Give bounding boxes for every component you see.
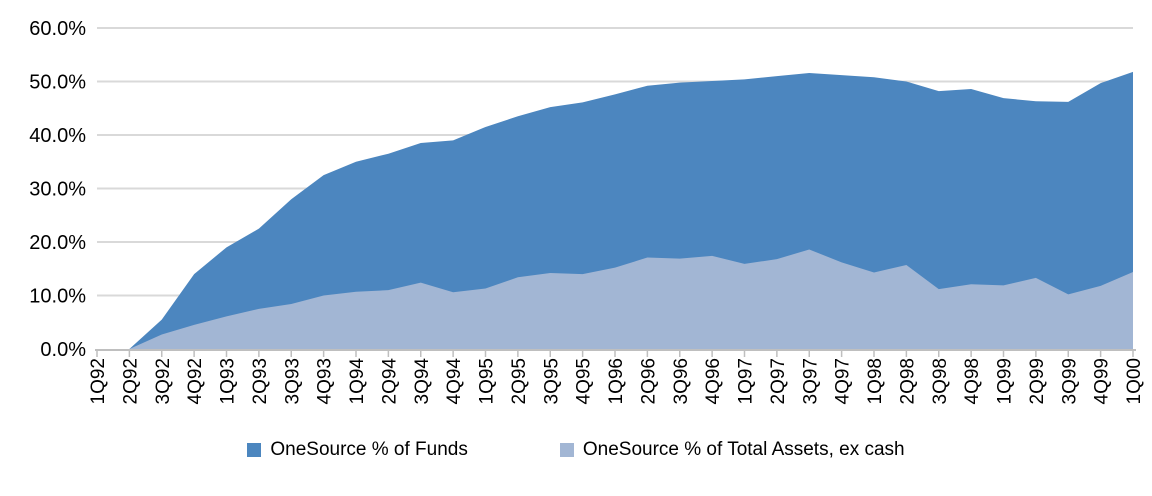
x-tick-label: 2Q95 — [509, 358, 530, 404]
x-tick-label: 1Q99 — [995, 358, 1016, 404]
y-tick-label: 20.0% — [29, 232, 86, 254]
y-tick-label: 40.0% — [29, 125, 86, 147]
legend-swatch-funds — [247, 443, 262, 457]
x-tick-label: 2Q96 — [638, 358, 659, 404]
x-tick-label: 3Q94 — [412, 358, 433, 405]
x-tick-label: 3Q92 — [153, 358, 174, 404]
x-tick-label: 4Q95 — [574, 358, 595, 404]
y-tick-label: 10.0% — [29, 286, 86, 308]
legend-swatch-total-assets — [559, 443, 574, 457]
x-tick-label: 3Q96 — [671, 358, 692, 404]
x-tick-label: 3Q97 — [800, 358, 821, 404]
x-tick-label: 1Q94 — [347, 358, 368, 405]
x-tick-label: 1Q95 — [477, 358, 498, 404]
x-tick-label: 1Q92 — [88, 358, 109, 404]
x-tick-label: 4Q94 — [444, 358, 465, 405]
x-tick-label: 3Q93 — [282, 358, 303, 404]
x-tick-label: 2Q92 — [120, 358, 141, 404]
x-tick-label: 4Q93 — [315, 358, 336, 404]
legend-item-total-assets: OneSource % of Total Assets, ex cash — [559, 439, 905, 461]
x-tick-label: 2Q98 — [897, 358, 918, 404]
x-tick-label: 1Q97 — [736, 358, 757, 404]
x-tick-label: 2Q94 — [379, 358, 400, 405]
x-tick-label: 4Q92 — [185, 358, 206, 404]
x-tick-label: 2Q97 — [768, 358, 789, 404]
x-tick-label: 1Q98 — [865, 358, 886, 404]
area-series-1 — [97, 249, 1133, 349]
legend-label-funds: OneSource % of Funds — [270, 439, 468, 460]
x-tick-label: 1Q96 — [606, 358, 627, 404]
x-tick-label: 1Q93 — [218, 358, 239, 404]
chart-legend: OneSource % of Funds OneSource % of Tota… — [0, 439, 1152, 461]
y-tick-label: 60.0% — [29, 18, 86, 40]
y-tick-label: 0.0% — [40, 339, 86, 361]
legend-item-funds: OneSource % of Funds — [247, 439, 468, 461]
x-tick-label: 3Q95 — [541, 358, 562, 404]
x-tick-label: 3Q98 — [930, 358, 951, 404]
area-chart: 0.0% 10.0% 20.0% 30.0% 40.0% 50.0% 60.0% 1Q92 2Q… — [29, 18, 1145, 405]
x-tick-label: 4Q99 — [1092, 358, 1113, 404]
x-tick-label: 1Q00 — [1124, 358, 1145, 404]
x-tick-label: 4Q98 — [962, 358, 983, 404]
x-tick-label: 3Q99 — [1059, 358, 1080, 404]
y-tick-label: 50.0% — [29, 72, 86, 94]
x-tick-label: 4Q97 — [833, 358, 854, 404]
legend-label-total-assets: OneSource % of Total Assets, ex cash — [582, 439, 905, 460]
x-tick-label: 2Q93 — [250, 358, 271, 404]
x-tick-label: 2Q99 — [1027, 358, 1048, 404]
y-tick-label: 30.0% — [29, 179, 86, 201]
x-tick-label: 4Q96 — [703, 358, 724, 404]
